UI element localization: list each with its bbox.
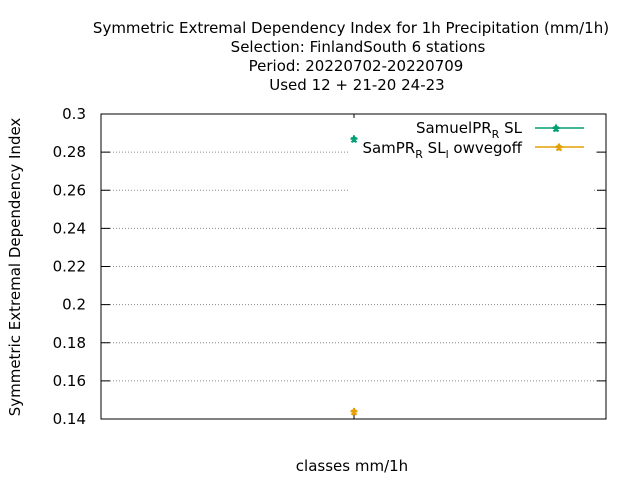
title-line-4: Used 12 + 21-20 24-23 — [269, 76, 444, 94]
y-tick-label: 0.22 — [53, 258, 86, 276]
x-axis-label: classes mm/1h — [296, 457, 408, 475]
y-tick-label: 0.3 — [62, 105, 86, 123]
y-tick-label: 0.18 — [53, 334, 86, 352]
legend-marker-series-1 — [552, 124, 560, 133]
legend-label-series-1: SamuelPRR SL — [416, 119, 523, 141]
grid — [101, 151, 606, 382]
data-points — [350, 135, 358, 416]
y-tick-label: 0.28 — [53, 143, 86, 161]
y-axis-label: Symmetric Extremal Dependency Index — [6, 118, 24, 417]
y-tick-label: 0.16 — [53, 372, 86, 390]
legend-marker-series-2 — [555, 143, 563, 152]
chart-title: Symmetric Extremal Dependency Index for … — [93, 19, 609, 94]
title-line-1: Symmetric Extremal Dependency Index for … — [93, 19, 609, 37]
legend-label-series-2: SamPRR SLl owvegoff — [362, 139, 522, 161]
y-axis: 0.3 0.28 0.26 0.24 0.22 0.2 0.18 0.16 0.14 — [53, 105, 606, 428]
title-line-3: Period: 20220702-20220709 — [249, 57, 464, 75]
y-tick-label: 0.24 — [53, 219, 86, 237]
y-tick-label: 0.26 — [53, 181, 86, 199]
legend: SamuelPRR SL SamPRR SLl owvegoff — [348, 118, 594, 184]
data-point-series-2 — [350, 407, 358, 416]
data-point-series-1 — [350, 135, 358, 143]
y-tick-label: 0.2 — [62, 296, 86, 314]
title-line-2: Selection: FinlandSouth 6 stations — [231, 38, 486, 56]
y-tick-label: 0.14 — [53, 410, 86, 428]
